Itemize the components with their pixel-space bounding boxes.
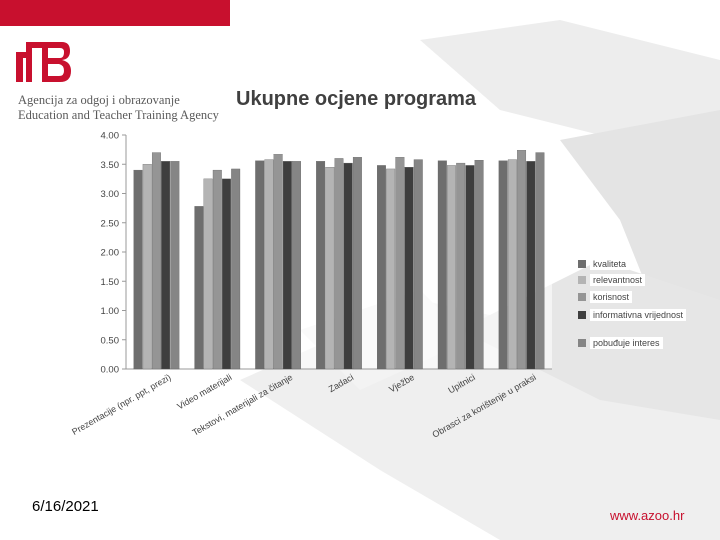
bar bbox=[255, 160, 265, 370]
legend-swatch bbox=[578, 260, 586, 268]
bar bbox=[517, 150, 527, 370]
bar bbox=[170, 161, 180, 370]
y-tick-label: 0.50 bbox=[101, 335, 120, 346]
bar bbox=[395, 157, 405, 370]
y-tick-label: 1.00 bbox=[101, 306, 120, 317]
legend-item: pobuđuje interes bbox=[590, 337, 663, 349]
bar bbox=[465, 165, 475, 370]
agency-logo bbox=[16, 42, 71, 82]
legend-swatch bbox=[578, 339, 586, 347]
bar bbox=[316, 161, 326, 370]
bar bbox=[498, 160, 508, 370]
bar bbox=[474, 160, 484, 370]
bar bbox=[352, 157, 362, 370]
bar bbox=[535, 152, 545, 370]
brand-top-bar bbox=[0, 0, 230, 26]
org-name-hr: Agencija za odgoj i obrazovanje bbox=[18, 93, 180, 107]
legend-swatch bbox=[578, 293, 586, 301]
bar bbox=[151, 152, 161, 370]
x-tick-label: Prezentacije (npr. ppt, prezi) bbox=[70, 372, 172, 437]
bar bbox=[456, 162, 466, 370]
legend-swatch bbox=[578, 276, 586, 284]
y-tick-label: 1.50 bbox=[101, 277, 120, 288]
x-tick-label: Tekstovi, materijali za čitanje bbox=[191, 372, 295, 438]
bar bbox=[507, 159, 517, 370]
bar bbox=[447, 165, 456, 370]
org-name-en: Education and Teacher Training Agency bbox=[18, 108, 219, 122]
bar bbox=[437, 160, 447, 370]
bar bbox=[231, 168, 241, 370]
y-tick-label: 4.00 bbox=[101, 131, 120, 142]
legend-item: korisnost bbox=[590, 291, 633, 303]
bar bbox=[222, 178, 231, 370]
bar bbox=[413, 159, 423, 370]
bar bbox=[404, 167, 414, 370]
bar bbox=[292, 161, 301, 370]
y-tick-label: 3.00 bbox=[101, 189, 120, 200]
bar bbox=[264, 159, 274, 370]
bar bbox=[343, 162, 353, 370]
y-tick-label: 0.00 bbox=[101, 365, 120, 376]
chart-title: Ukupne ocjene programa bbox=[236, 88, 477, 110]
y-tick-label: 3.50 bbox=[101, 160, 120, 171]
footer-url[interactable]: www.azoo.hr bbox=[610, 508, 685, 523]
footer-date: 6/16/2021 bbox=[32, 498, 99, 515]
bar bbox=[334, 158, 344, 370]
x-tick-label: Video materijali bbox=[175, 372, 233, 411]
x-tick-label: Upitnici bbox=[446, 372, 477, 395]
bar bbox=[142, 164, 152, 370]
bar bbox=[526, 161, 536, 370]
bar bbox=[325, 167, 335, 370]
bar bbox=[133, 169, 143, 370]
bar bbox=[386, 168, 396, 370]
bar bbox=[194, 206, 204, 370]
legend-item: informativna vrijednost bbox=[590, 309, 687, 321]
bar bbox=[273, 154, 283, 370]
x-tick-label: Vježbe bbox=[387, 372, 416, 394]
y-tick-label: 2.00 bbox=[101, 248, 120, 259]
legend-swatch bbox=[578, 311, 586, 319]
legend-item: kvaliteta bbox=[590, 258, 630, 270]
bar bbox=[161, 161, 171, 370]
bar bbox=[212, 169, 222, 370]
bar bbox=[377, 165, 386, 370]
x-tick-label: Obrasci za korištenje u praksi bbox=[431, 372, 538, 440]
x-tick-label: Zadaci bbox=[327, 372, 355, 394]
bar bbox=[203, 178, 213, 370]
y-tick-label: 2.50 bbox=[101, 218, 120, 229]
legend-item: relevantnost bbox=[590, 274, 646, 286]
bar bbox=[282, 161, 292, 370]
